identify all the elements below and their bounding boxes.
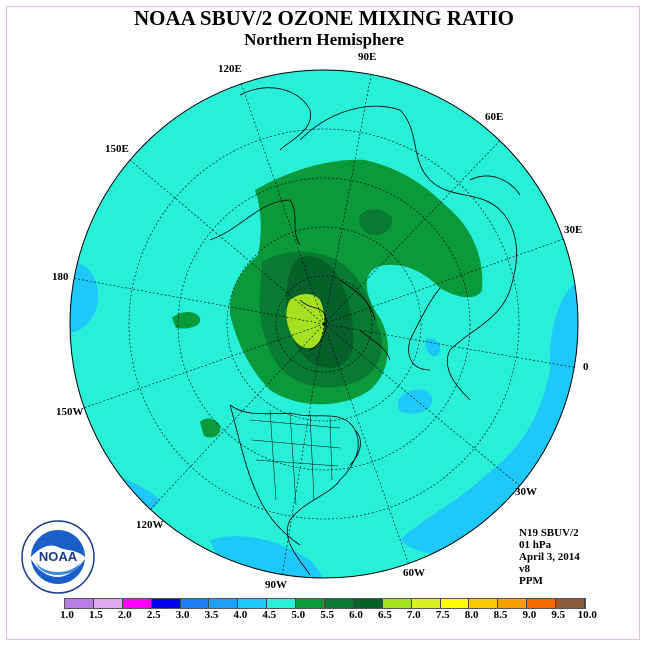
colorbar-segment (353, 599, 383, 608)
colorbar-segment (238, 599, 268, 608)
colorbar-segment (93, 599, 123, 608)
colorbar-segment (440, 599, 470, 608)
info-level: 01 hPa (519, 539, 552, 551)
map-boundary (69, 69, 579, 579)
colorbar-segment (209, 599, 239, 608)
colorbar-segment (411, 599, 441, 608)
colorbar-tick-label: 3.5 (204, 609, 219, 621)
lon-label-120e: 120E (218, 63, 242, 75)
lon-label-120w: 120W (136, 519, 164, 531)
colorbar-segment (498, 599, 528, 608)
noaa-logo-text: NOAA (39, 549, 78, 564)
ozone-region-4.0 (210, 536, 324, 578)
colorbar-ticks: 1.0 1.5 2.0 2.5 3.0 3.5 4.0 4.5 5.0 5.5 6.0 6.5 7.0 7… (52, 609, 597, 623)
colorbar-tick-label: 7.5 (435, 609, 450, 621)
colorbar-tick-label: 5.0 (291, 609, 306, 621)
colorbar-tick-label: 4.5 (262, 609, 277, 621)
chart-title: NOAA SBUV/2 OZONE MIXING RATIO (134, 6, 514, 30)
chart-subtitle: Northern Hemisphere (244, 30, 404, 49)
colorbar-segment (122, 599, 152, 608)
colorbar-tick-label: 3.0 (175, 609, 190, 621)
colorbar-tick-label: 9.0 (522, 609, 537, 621)
noaa-logo: NOAA (20, 519, 96, 600)
ozone-region-4.0 (398, 389, 433, 414)
colorbar-segment (325, 599, 354, 608)
info-date: April 3, 2014 (519, 551, 580, 563)
lon-label-30e: 30E (564, 224, 582, 236)
figure-frame (6, 6, 640, 640)
lon-label-90w: 90W (265, 579, 287, 591)
ozone-region-5.5 (359, 209, 393, 236)
info-version: v8 (519, 563, 530, 575)
lon-label-150w: 150W (56, 406, 84, 418)
info-units: PPM (519, 575, 543, 587)
colorbar-tick-label: 9.5 (551, 609, 566, 621)
colorbar-segment (469, 599, 499, 608)
colorbar-tick-label: 7.0 (406, 609, 421, 621)
colorbar-tick-label: 6.0 (349, 609, 363, 621)
ozone-region-5.0 (200, 418, 221, 438)
lon-label-60e: 60E (485, 111, 503, 123)
colorbar-tick-label: 6.5 (378, 609, 392, 621)
colorbar (64, 598, 587, 609)
lon-label-150e: 150E (105, 143, 129, 155)
coastlines (209, 87, 521, 576)
info-block: N19 SBUV/2 01 hPa April 3, 2014 v8 PPM (519, 527, 580, 587)
lon-label-60w: 60W (403, 567, 425, 579)
colorbar-segment (180, 599, 210, 608)
colorbar-tick-label: 4.0 (233, 609, 248, 621)
colorbar-segment (65, 599, 94, 608)
colorbar-segment (382, 599, 412, 608)
colorbar-tick-label: 10.0 (577, 609, 597, 621)
state-borders (249, 409, 341, 506)
colorbar-tick-label: 1.5 (89, 609, 103, 621)
colorbar-tick-label: 2.0 (117, 609, 132, 621)
ozone-region-4.0 (425, 338, 441, 357)
colorbar-tick-label: 8.0 (464, 609, 479, 621)
colorbar-tick-label: 2.5 (146, 609, 161, 621)
info-satellite: N19 SBUV/2 (519, 527, 579, 539)
lon-label-30w: 30W (515, 486, 537, 498)
colorbar-tick-label: 5.5 (320, 609, 334, 621)
colorbar-segment (267, 599, 297, 608)
lon-label-90e: 90E (358, 51, 376, 63)
colorbar-tick-label: 1.0 (60, 609, 74, 621)
colorbar-segment (151, 599, 181, 608)
colorbar-segment (296, 599, 326, 608)
map-disc (70, 70, 578, 578)
colorbar-tick-label: 8.5 (493, 609, 508, 621)
ozone-region-4.0 (70, 261, 99, 335)
graticule (71, 70, 578, 577)
lon-label-0: 0 (583, 361, 589, 373)
lon-label-180: 180 (52, 271, 69, 283)
colorbar-segment (527, 599, 557, 608)
colorbar-segment (556, 599, 586, 608)
ozone-region-5.0 (172, 312, 201, 329)
